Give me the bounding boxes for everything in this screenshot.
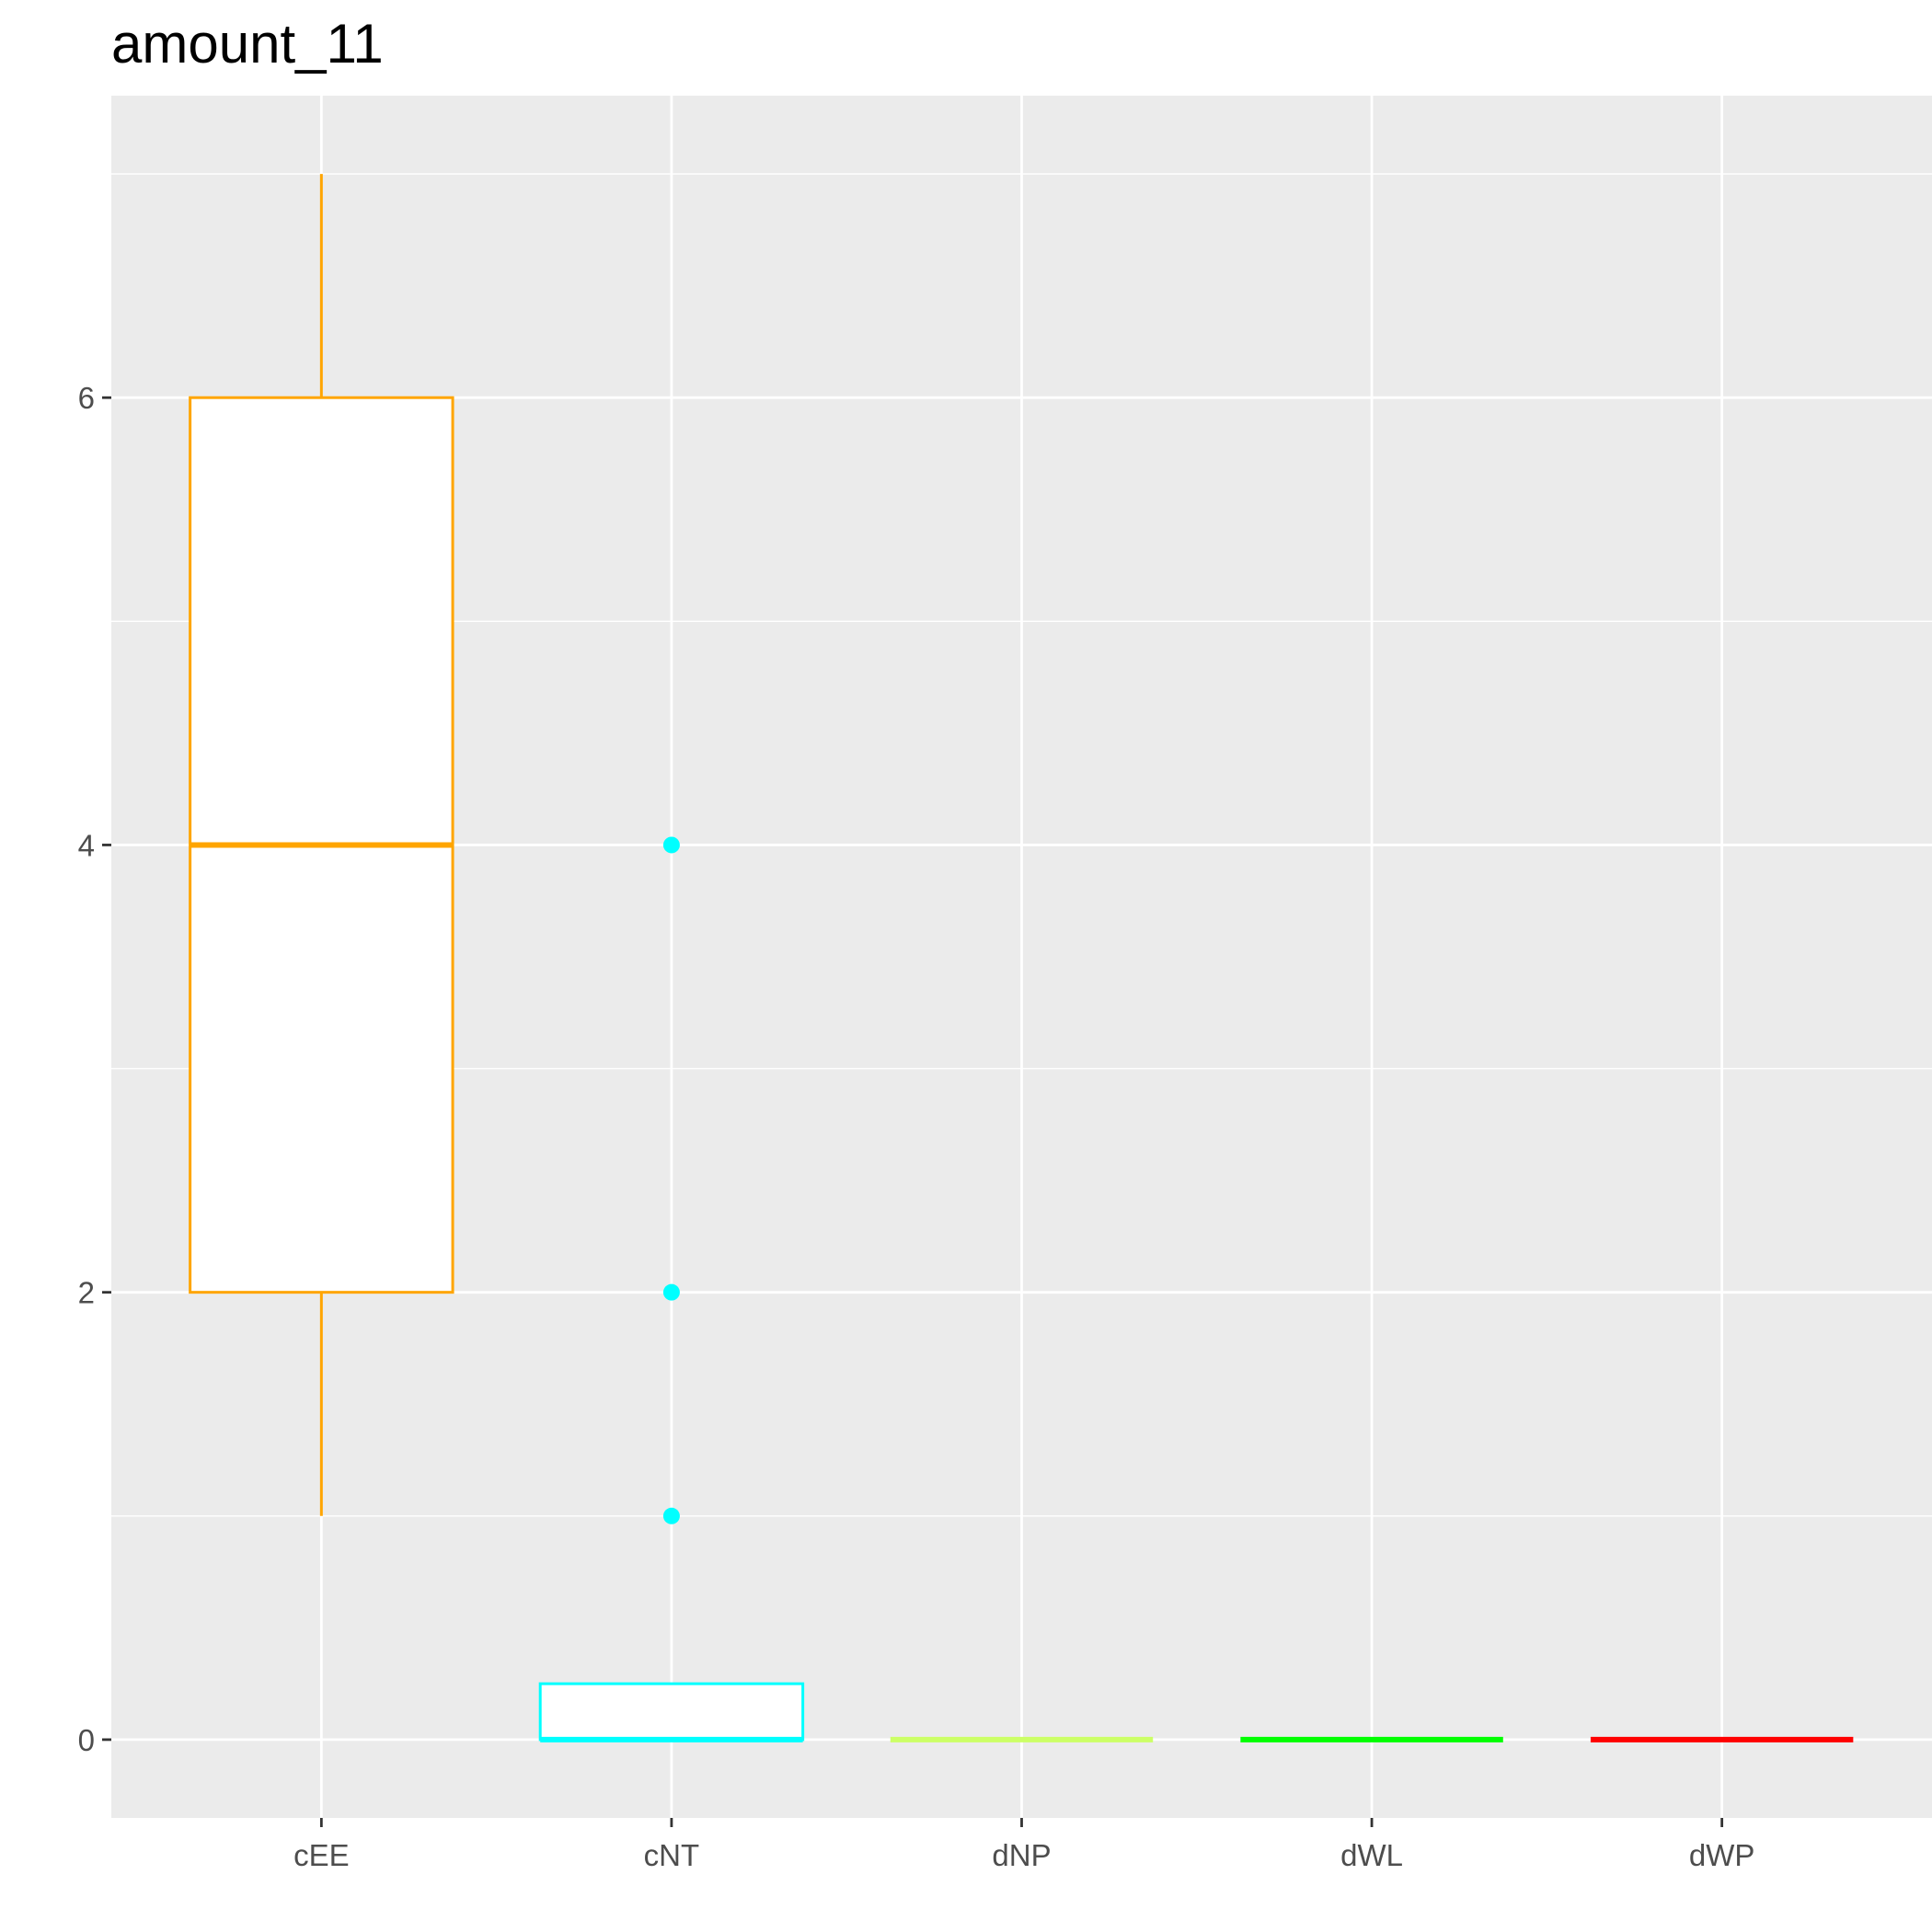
outlier-point: [662, 1283, 680, 1301]
chart-title: amount_11: [111, 13, 384, 75]
y-tick-label: 6: [78, 381, 95, 415]
y-tick-label: 2: [78, 1276, 95, 1310]
x-tick-label: dWP: [1689, 1838, 1755, 1872]
x-tick-label: cNT: [644, 1838, 700, 1872]
box-cNT: [538, 836, 805, 1742]
box-body: [538, 1682, 805, 1742]
y-axis: 0 2 4 6: [78, 381, 111, 1757]
outlier-point: [662, 836, 680, 854]
outlier-point: [662, 1507, 680, 1524]
x-tick-label: cEE: [293, 1838, 350, 1872]
box-cEE: [189, 174, 454, 1516]
y-tick-label: 4: [78, 828, 95, 862]
x-tick-label: dNP: [992, 1838, 1051, 1872]
boxes: [189, 174, 1854, 1742]
x-tick-label: dWL: [1340, 1838, 1403, 1872]
y-tick-label: 0: [78, 1723, 95, 1757]
x-axis: cEE cNT dNP dWL dWP: [293, 1818, 1754, 1872]
